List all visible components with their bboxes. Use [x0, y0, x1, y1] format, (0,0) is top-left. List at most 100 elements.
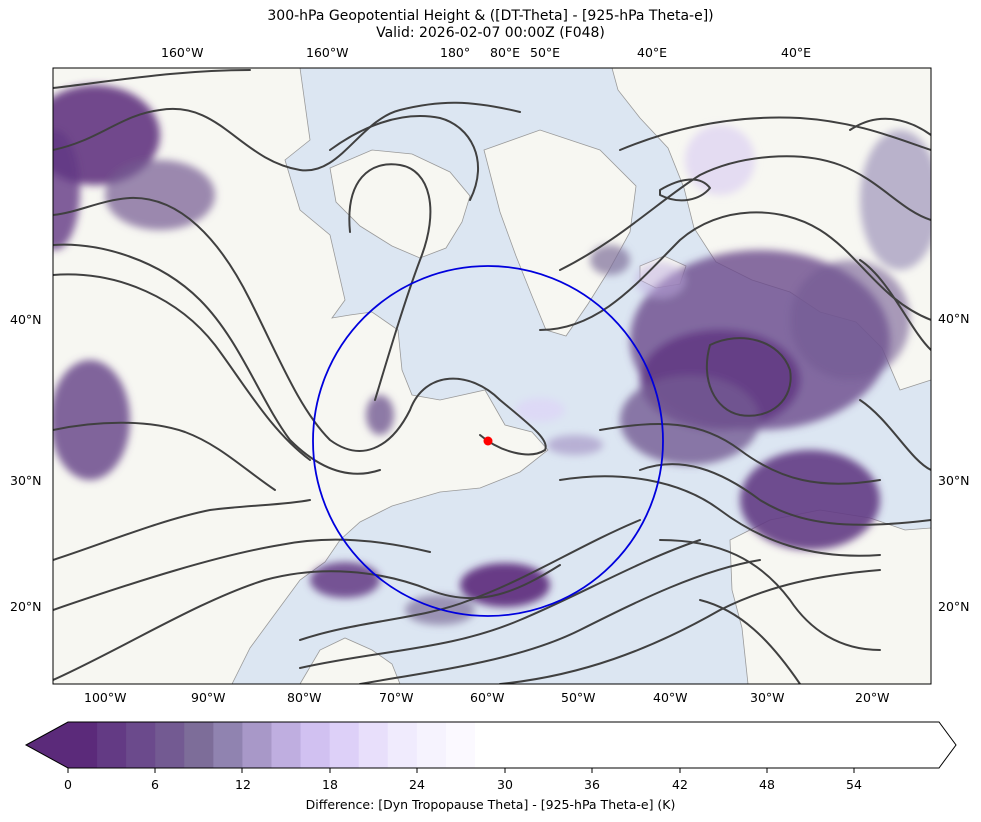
height-contour: [299, 519, 641, 641]
colorbar-tick-label: 0: [64, 777, 72, 792]
shading-blob: [366, 395, 394, 435]
height-contour: [639, 463, 931, 526]
height-contour: [53, 243, 381, 475]
shading-blob: [105, 160, 215, 230]
right-lat-label: 20°N: [938, 599, 970, 614]
right-lat-label: 30°N: [938, 473, 970, 488]
height-contour: [705, 337, 792, 417]
shading-blob: [790, 260, 910, 380]
land-greenland: [483, 129, 637, 337]
land-arctic-islands: [329, 149, 471, 259]
colorbar-tick-label: 12: [235, 777, 251, 792]
shading-blob: [547, 435, 603, 455]
colorbar-min-extension: [26, 722, 68, 768]
colorbar-cell: [68, 722, 98, 768]
height-contour: [499, 569, 881, 684]
height-contour: [659, 539, 881, 651]
colorbar-cell: [329, 722, 360, 768]
top-lon-label: 80°E: [490, 45, 521, 60]
height-contour: [559, 475, 881, 557]
colorbar-cell: [155, 722, 185, 768]
height-contour: [539, 211, 931, 331]
colorbar-cell: [126, 722, 156, 768]
top-lon-label: 50°E: [530, 45, 561, 60]
bottom-lon-label: 50°W: [561, 690, 596, 705]
colorbar-max-extension: [475, 722, 956, 768]
shading-blob: [635, 262, 685, 298]
map-panel: [53, 68, 931, 684]
shading-blob: [515, 398, 565, 422]
height-contour: [53, 196, 547, 456]
colorbar-tick-label: 48: [759, 777, 775, 792]
colorbar-cell: [416, 722, 447, 768]
shading-blob: [53, 85, 160, 185]
height-contour: [599, 423, 881, 485]
height-contour: [559, 155, 931, 271]
colorbar: [24, 721, 957, 773]
map-frame: [52, 67, 932, 685]
height-contour: [53, 499, 311, 561]
top-lon-label: 160°W: [161, 45, 204, 60]
colorbar-tick-label: 24: [409, 777, 425, 792]
land-south-america: [299, 637, 401, 684]
height-contour: [53, 564, 561, 681]
colorbar-cell: [445, 722, 476, 768]
height-contour: [659, 178, 711, 202]
shading-blob: [860, 130, 931, 270]
difference-shading: [53, 85, 931, 625]
left-lat-label: 40°N: [10, 312, 42, 327]
height-contour: [699, 599, 801, 684]
bottom-lon-label: 20°W: [855, 690, 890, 705]
bottom-lon-label: 90°W: [191, 690, 226, 705]
height-contour: [359, 559, 761, 684]
colorbar-label: Difference: [Dyn Tropopause Theta] - [92…: [305, 797, 676, 812]
bottom-lon-label: 40°W: [653, 690, 688, 705]
colorbar-tick-label: 42: [672, 777, 688, 792]
left-lat-label: 30°N: [10, 473, 42, 488]
colorbar-tick-label: 36: [584, 777, 600, 792]
colorbar-cell: [184, 722, 214, 768]
height-contour: [53, 101, 521, 172]
shading-blob: [53, 360, 130, 480]
shading-blob: [620, 375, 760, 465]
height-contour: [53, 273, 311, 461]
height-contour: [849, 117, 931, 136]
shading-blob: [53, 130, 80, 250]
height-contour: [619, 116, 931, 151]
right-lat-label: 40°N: [938, 311, 970, 326]
colorbar-tick-label: 54: [846, 777, 862, 792]
colorbar-tick-label: 18: [322, 777, 338, 792]
top-lon-label: 40°E: [781, 45, 812, 60]
top-lon-label: 160°W: [306, 45, 349, 60]
bottom-lon-label: 80°W: [287, 690, 322, 705]
shading-blob: [590, 245, 630, 275]
bottom-lon-label: 30°W: [750, 690, 785, 705]
colorbar-cell: [300, 722, 331, 768]
colorbar-cell: [97, 722, 127, 768]
height-contour: [348, 163, 432, 401]
top-lon-label: 40°E: [637, 45, 668, 60]
height-contour: [859, 259, 931, 351]
bottom-lon-label: 60°W: [470, 690, 505, 705]
bottom-lon-label: 100°W: [84, 690, 127, 705]
height-contour: [53, 421, 276, 491]
height-contour: [299, 539, 701, 669]
colorbar-cell: [387, 722, 418, 768]
height-contour: [859, 399, 931, 471]
chart-valid-time: Valid: 2026-02-07 00:00Z (F048): [376, 25, 605, 41]
bottom-lon-label: 70°W: [379, 690, 414, 705]
top-lon-label: 180°: [440, 45, 471, 60]
shading-blob: [685, 125, 755, 195]
colorbar-cell: [242, 722, 273, 768]
center-marker: [483, 436, 493, 446]
radius-circle: [312, 265, 664, 617]
chart-title: 300-hPa Geopotential Height & ([DT-Theta…: [267, 8, 714, 24]
height-contours: [53, 69, 931, 684]
left-lat-label: 20°N: [10, 599, 42, 614]
colorbar-cell: [358, 722, 389, 768]
colorbar-tick-label: 6: [151, 777, 159, 792]
height-contour: [53, 69, 251, 89]
colorbar-tick-label: 30: [497, 777, 513, 792]
shading-blob: [310, 562, 380, 598]
